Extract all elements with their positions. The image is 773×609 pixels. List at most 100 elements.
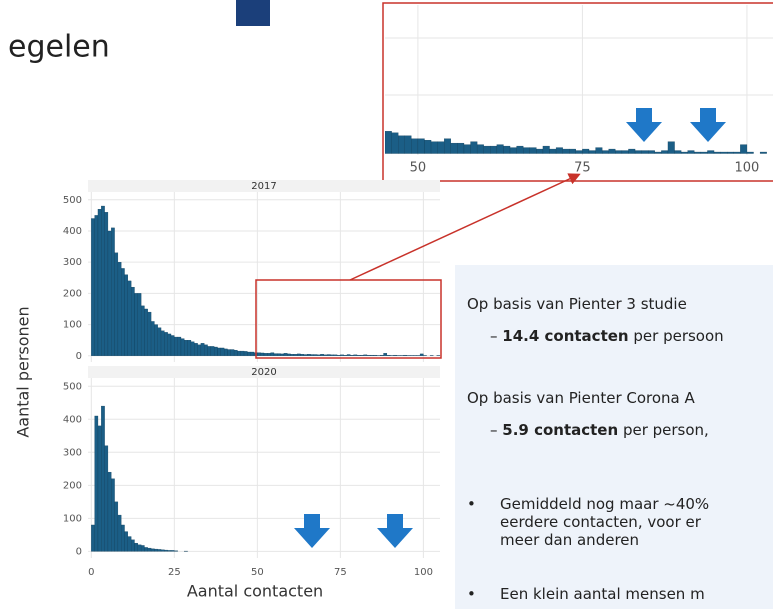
bar (350, 354, 354, 356)
bar (147, 311, 152, 356)
bar (267, 72, 274, 154)
bar (280, 79, 287, 153)
bar (366, 354, 371, 356)
x-axis-label: Aantal contacten (187, 582, 323, 601)
bar (104, 445, 109, 552)
bar (121, 268, 125, 356)
slide-title: egelen (8, 30, 110, 65)
bar (287, 353, 291, 356)
bar (227, 35, 234, 154)
text: per persoon (633, 327, 724, 345)
text: eerdere contacten, voor er (500, 513, 701, 531)
bar (352, 121, 359, 154)
bar (299, 102, 306, 154)
bar (562, 148, 570, 154)
bar (115, 0, 122, 154)
bar (134, 542, 138, 552)
bar (240, 350, 245, 356)
bar (383, 353, 388, 356)
x-tick-label: 0 (88, 567, 94, 578)
bar (233, 349, 238, 356)
bullet-text: Een klein aantal mensen m (500, 585, 705, 603)
bar (117, 514, 122, 552)
bar (700, 151, 708, 154)
y-tick-label: 300 (63, 447, 82, 458)
bar (417, 138, 425, 154)
bar (588, 150, 596, 154)
bullet: • (467, 585, 476, 603)
bar (97, 425, 102, 552)
bar (283, 353, 288, 356)
zoom-box (382, 2, 773, 182)
bar (102, 0, 109, 154)
bar (224, 348, 228, 356)
bar (457, 142, 465, 154)
bar (403, 354, 407, 356)
bar (237, 350, 241, 356)
text-line: – 14.4 contacten per persoon (490, 327, 724, 345)
zoom-arrow (349, 173, 581, 281)
bar (297, 353, 301, 356)
y-tick-label: 0 (76, 546, 82, 557)
bar (147, 547, 152, 552)
bar (310, 354, 314, 356)
bar (201, 0, 208, 154)
bar (207, 0, 214, 154)
bar (174, 336, 178, 356)
bar (713, 151, 721, 154)
bar (386, 354, 391, 356)
bar (174, 0, 181, 154)
y-tick-label: 0 (76, 351, 82, 362)
bar (648, 150, 655, 154)
bar (170, 335, 175, 356)
bar (114, 501, 119, 552)
bar (161, 0, 168, 154)
bar (250, 351, 255, 356)
bar (160, 330, 165, 356)
bar (95, 0, 102, 154)
bar (450, 142, 458, 154)
bar (160, 549, 165, 552)
bar (207, 346, 212, 356)
bar (370, 354, 374, 356)
y-tick-label: 100 (63, 513, 82, 524)
bar (549, 148, 557, 154)
bar (204, 344, 208, 356)
arrow (294, 514, 330, 548)
y-tick-label: 400 (63, 414, 82, 425)
bar (293, 354, 298, 356)
bar (89, 0, 96, 154)
bar (320, 354, 324, 356)
bar (131, 539, 135, 552)
arrow (690, 108, 726, 142)
bar (356, 354, 361, 356)
bar (300, 354, 304, 356)
bar (148, 0, 155, 154)
bar (503, 145, 511, 154)
bar (286, 87, 293, 154)
bar (444, 138, 451, 154)
bar (142, 0, 149, 154)
bar (144, 308, 148, 356)
bar (385, 131, 392, 154)
bar (107, 230, 112, 356)
x-tick-label: 100 (735, 161, 760, 176)
bar (343, 354, 348, 356)
bar (137, 544, 142, 552)
arrow (626, 108, 662, 142)
bar (214, 346, 218, 356)
bar (177, 336, 182, 356)
bar (164, 549, 168, 552)
bar (575, 150, 583, 154)
bar (273, 79, 280, 153)
bar (97, 209, 102, 356)
bar (536, 148, 544, 154)
bar (140, 545, 145, 552)
bar (339, 116, 346, 153)
strip (88, 366, 440, 378)
y-tick-label: 100 (63, 320, 82, 331)
bar (628, 148, 636, 154)
bar (759, 151, 767, 154)
text-line: – 5.9 contacten per person, (490, 421, 709, 439)
